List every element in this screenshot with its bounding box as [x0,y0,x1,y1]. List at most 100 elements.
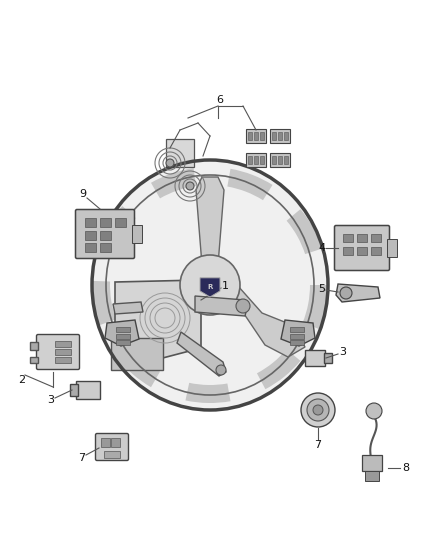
Bar [248,132,252,140]
Bar [76,381,100,399]
FancyBboxPatch shape [75,209,134,259]
Bar [278,156,282,164]
Bar [104,450,120,457]
Text: 8: 8 [403,463,410,473]
Bar [343,234,353,242]
Circle shape [180,255,240,315]
Text: 3: 3 [339,347,346,357]
Bar [116,334,130,338]
Bar [324,353,332,363]
Bar [357,234,367,242]
Bar [387,239,397,257]
Bar [99,217,110,227]
Wedge shape [286,209,322,254]
Polygon shape [177,332,226,376]
Text: 5: 5 [318,284,325,294]
Bar [290,327,304,332]
Circle shape [313,405,323,415]
Text: 6: 6 [216,95,223,105]
Bar [343,247,353,255]
Wedge shape [117,346,160,387]
Circle shape [307,399,329,421]
Polygon shape [113,302,143,314]
Circle shape [301,393,335,427]
Polygon shape [196,177,224,265]
Bar [99,243,110,252]
Bar [116,327,130,332]
Text: 9: 9 [79,189,87,199]
Bar [55,357,71,363]
Bar [85,243,95,252]
Polygon shape [281,320,315,346]
Text: 1: 1 [222,281,229,291]
Bar [70,384,78,396]
Wedge shape [227,169,272,200]
Bar [284,156,288,164]
Text: 7: 7 [78,453,85,463]
Bar [166,139,194,167]
Polygon shape [200,278,220,297]
Bar [371,247,381,255]
Bar [254,156,258,164]
Bar [272,132,276,140]
Polygon shape [230,277,305,357]
Bar [305,350,325,366]
Bar [110,438,120,447]
Bar [260,156,264,164]
Ellipse shape [92,160,328,410]
Bar [365,471,379,481]
Circle shape [236,299,250,313]
Bar [55,341,71,347]
Circle shape [340,287,352,299]
Wedge shape [257,349,300,389]
Bar [55,349,71,355]
Bar [30,357,38,363]
Wedge shape [92,281,116,325]
Bar [114,217,126,227]
Circle shape [216,365,226,375]
FancyBboxPatch shape [95,433,128,461]
Circle shape [166,159,174,167]
Text: 7: 7 [314,440,321,450]
Bar [284,132,288,140]
Bar [246,129,266,143]
Bar [254,132,258,140]
Polygon shape [195,296,247,316]
Bar [30,342,38,350]
Bar [132,225,142,243]
Polygon shape [336,284,380,302]
Bar [246,153,266,167]
Wedge shape [151,168,196,198]
Bar [278,132,282,140]
Bar [362,455,382,471]
Bar [85,217,95,227]
Bar [100,438,110,447]
Polygon shape [105,320,139,346]
Bar [248,156,252,164]
Bar [260,132,264,140]
Bar [357,247,367,255]
Polygon shape [115,277,190,357]
Text: 4: 4 [318,243,325,253]
Bar [99,230,110,239]
Bar [116,340,130,344]
Bar [371,234,381,242]
Bar [270,153,290,167]
Wedge shape [303,285,328,329]
FancyBboxPatch shape [36,335,80,369]
Bar [111,338,163,370]
Bar [290,340,304,344]
Polygon shape [115,280,201,360]
Bar [290,334,304,338]
Wedge shape [185,383,230,403]
Bar [85,230,95,239]
Wedge shape [99,206,136,251]
Bar [270,129,290,143]
Text: 2: 2 [18,375,25,385]
Text: R: R [207,284,213,290]
Circle shape [186,182,194,190]
Bar [272,156,276,164]
Text: 3: 3 [47,395,54,405]
FancyBboxPatch shape [335,225,389,271]
Circle shape [366,403,382,419]
